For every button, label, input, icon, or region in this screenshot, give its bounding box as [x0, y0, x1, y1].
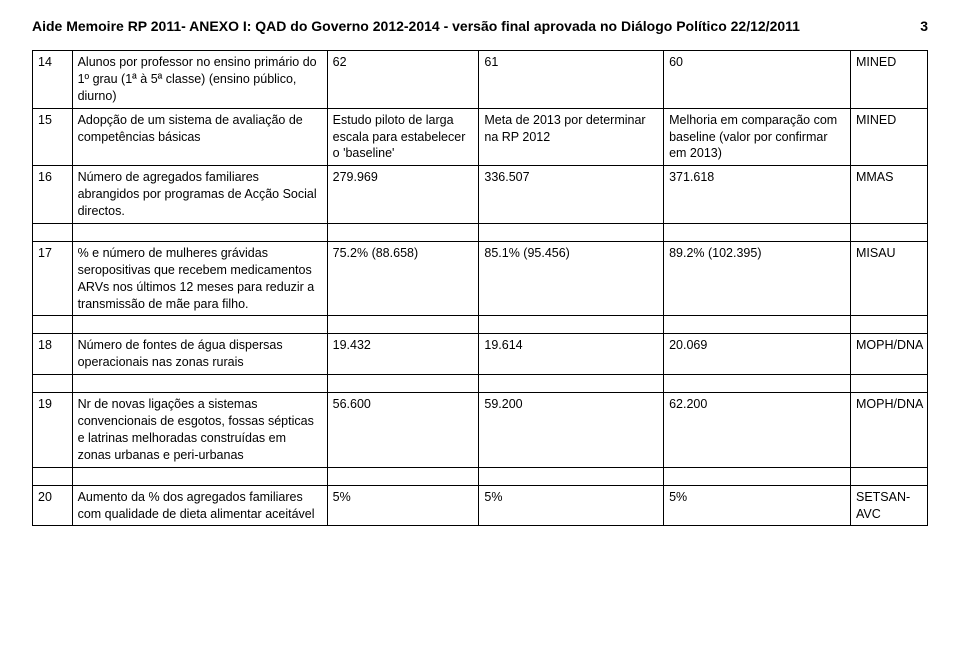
spacer-cell: [33, 375, 73, 393]
row-index: 20: [33, 485, 73, 526]
spacer-cell: [72, 467, 327, 485]
row-c2: 59.200: [479, 393, 664, 468]
row-c2: 5%: [479, 485, 664, 526]
row-c3: 62.200: [664, 393, 851, 468]
row-c4: SETSAN-AVC: [850, 485, 927, 526]
spacer-cell: [327, 375, 479, 393]
spacer-cell: [327, 223, 479, 241]
row-c1: 279.969: [327, 166, 479, 224]
row-c3: 371.618: [664, 166, 851, 224]
row-c1: 19.432: [327, 334, 479, 375]
spacer-cell: [479, 467, 664, 485]
row-c3: 89.2% (102.395): [664, 241, 851, 316]
row-c2: Meta de 2013 por determinar na RP 2012: [479, 108, 664, 166]
row-c4: MINED: [850, 108, 927, 166]
table-row: 19Nr de novas ligações a sistemas conven…: [33, 393, 928, 468]
page-header: Aide Memoire RP 2011- ANEXO I: QAD do Go…: [32, 18, 928, 34]
spacer-cell: [664, 223, 851, 241]
row-desc: Alunos por professor no ensino primário …: [72, 51, 327, 109]
spacer-cell: [33, 223, 73, 241]
table-row: 14Alunos por professor no ensino primári…: [33, 51, 928, 109]
spacer-cell: [33, 316, 73, 334]
row-c3: 5%: [664, 485, 851, 526]
row-c1: 75.2% (88.658): [327, 241, 479, 316]
row-index: 16: [33, 166, 73, 224]
row-desc: Nr de novas ligações a sistemas convenci…: [72, 393, 327, 468]
spacer-cell: [664, 375, 851, 393]
row-c1: 56.600: [327, 393, 479, 468]
spacer-cell: [850, 316, 927, 334]
row-c3: 60: [664, 51, 851, 109]
row-c4: MMAS: [850, 166, 927, 224]
spacer-cell: [664, 467, 851, 485]
row-c3: Melhoria em comparação com baseline (val…: [664, 108, 851, 166]
row-c4: MISAU: [850, 241, 927, 316]
row-index: 15: [33, 108, 73, 166]
spacer-cell: [479, 375, 664, 393]
row-index: 19: [33, 393, 73, 468]
row-index: 17: [33, 241, 73, 316]
table-row: 18Número de fontes de água dispersas ope…: [33, 334, 928, 375]
row-c2: 85.1% (95.456): [479, 241, 664, 316]
spacer-cell: [72, 316, 327, 334]
row-c4: MOPH/DNA: [850, 334, 927, 375]
spacer-row: [33, 316, 928, 334]
spacer-row: [33, 375, 928, 393]
spacer-cell: [33, 467, 73, 485]
row-desc: % e número de mulheres grávidas seroposi…: [72, 241, 327, 316]
row-desc: Número de agregados familiares abrangido…: [72, 166, 327, 224]
row-desc: Número de fontes de água dispersas opera…: [72, 334, 327, 375]
row-index: 14: [33, 51, 73, 109]
spacer-row: [33, 467, 928, 485]
spacer-cell: [850, 467, 927, 485]
row-index: 18: [33, 334, 73, 375]
page-number: 3: [920, 18, 928, 34]
spacer-cell: [850, 375, 927, 393]
row-c2: 19.614: [479, 334, 664, 375]
table-row: 15Adopção de um sistema de avaliação de …: [33, 108, 928, 166]
spacer-cell: [72, 375, 327, 393]
spacer-cell: [850, 223, 927, 241]
row-c2: 336.507: [479, 166, 664, 224]
spacer-cell: [72, 223, 327, 241]
row-c1: Estudo piloto de larga escala para estab…: [327, 108, 479, 166]
spacer-cell: [327, 316, 479, 334]
header-title: Aide Memoire RP 2011- ANEXO I: QAD do Go…: [32, 18, 800, 34]
row-desc: Adopção de um sistema de avaliação de co…: [72, 108, 327, 166]
table-row: 20Aumento da % dos agregados familiares …: [33, 485, 928, 526]
row-c2: 61: [479, 51, 664, 109]
row-desc: Aumento da % dos agregados familiares co…: [72, 485, 327, 526]
table-row: 16Número de agregados familiares abrangi…: [33, 166, 928, 224]
table-row: 17% e número de mulheres grávidas seropo…: [33, 241, 928, 316]
page: Aide Memoire RP 2011- ANEXO I: QAD do Go…: [0, 0, 960, 646]
spacer-cell: [664, 316, 851, 334]
spacer-cell: [327, 467, 479, 485]
row-c1: 62: [327, 51, 479, 109]
spacer-row: [33, 223, 928, 241]
spacer-cell: [479, 223, 664, 241]
data-table: 14Alunos por professor no ensino primári…: [32, 50, 928, 526]
row-c1: 5%: [327, 485, 479, 526]
spacer-cell: [479, 316, 664, 334]
row-c4: MOPH/DNA: [850, 393, 927, 468]
row-c4: MINED: [850, 51, 927, 109]
row-c3: 20.069: [664, 334, 851, 375]
